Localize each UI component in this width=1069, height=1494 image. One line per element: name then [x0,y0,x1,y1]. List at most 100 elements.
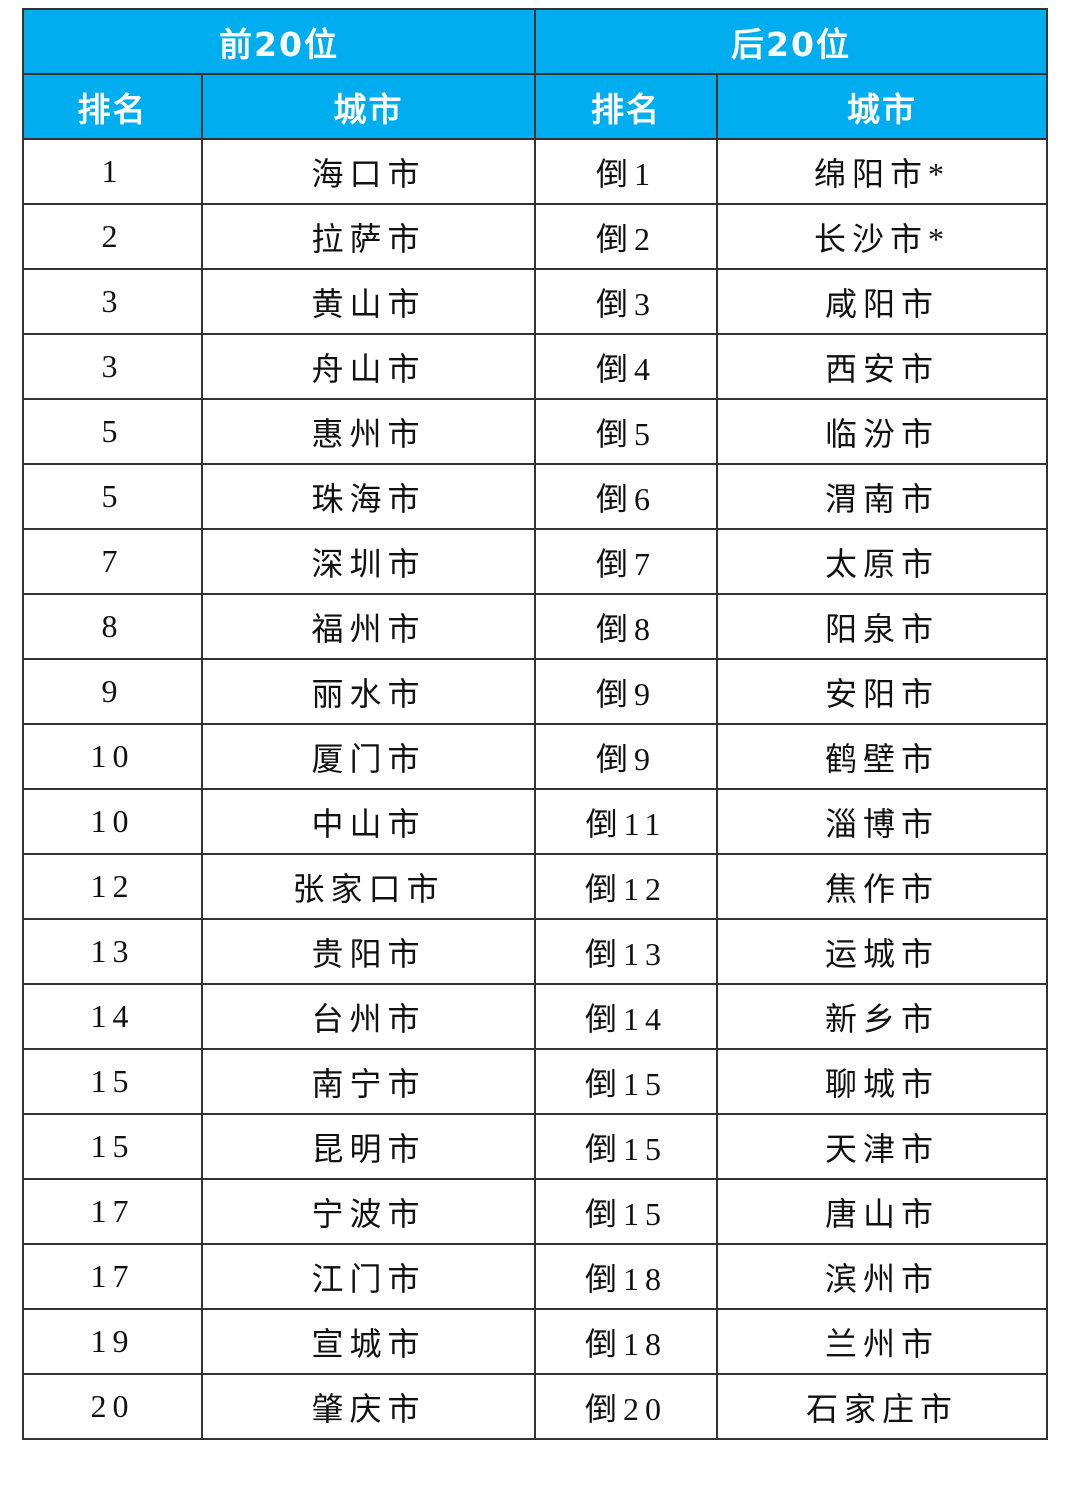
rank-cell: 倒15 [534,1113,718,1180]
rank-cell: 1 [22,138,203,205]
table-row: 5 珠海市 倒6 渭南市 [22,463,1048,530]
column-header: 排名 [534,73,718,140]
rank-cell: 3 [22,333,203,400]
city-cell: 临汾市 [716,398,1048,465]
city-cell: 鹤壁市 [716,723,1048,790]
column-header: 城市 [201,73,536,140]
rank-cell: 13 [22,918,203,985]
city-cell: 绵阳市* [716,138,1048,205]
group-header: 前20位 [22,8,536,75]
table-row: 10 厦门市 倒9 鹤壁市 [22,723,1048,790]
rank-cell: 14 [22,983,203,1050]
rank-cell: 倒4 [534,333,718,400]
table-row: 15 昆明市 倒15 天津市 [22,1113,1048,1180]
table-row: 5 惠州市 倒5 临汾市 [22,398,1048,465]
city-cell: 聊城市 [716,1048,1048,1115]
table-row: 10 中山市 倒11 淄博市 [22,788,1048,855]
city-cell: 安阳市 [716,658,1048,725]
city-cell: 长沙市* [716,203,1048,270]
rank-cell: 5 [22,398,203,465]
city-cell: 石家庄市 [716,1373,1048,1440]
table-row: 14 台州市 倒14 新乡市 [22,983,1048,1050]
table-row: 9 丽水市 倒9 安阳市 [22,658,1048,725]
rank-cell: 7 [22,528,203,595]
rank-cell: 17 [22,1243,203,1310]
city-cell: 海口市 [201,138,536,205]
city-cell: 兰州市 [716,1308,1048,1375]
city-cell: 丽水市 [201,658,536,725]
rank-cell: 8 [22,593,203,660]
ranking-table: 前20位 后20位 排名 城市 排名 城市 1 海口市 倒1 绵阳市* 2 拉萨市 倒2 长沙… [22,8,1048,1440]
table-row: 20 肇庆市 倒20 石家庄市 [22,1373,1048,1440]
city-cell: 深圳市 [201,528,536,595]
city-cell: 珠海市 [201,463,536,530]
city-cell: 中山市 [201,788,536,855]
table-row: 13 贵阳市 倒13 运城市 [22,918,1048,985]
table-row: 12 张家口市 倒12 焦作市 [22,853,1048,920]
rank-cell: 2 [22,203,203,270]
city-cell: 新乡市 [716,983,1048,1050]
table-row: 8 福州市 倒8 阳泉市 [22,593,1048,660]
rank-cell: 倒20 [534,1373,718,1440]
rank-cell: 15 [22,1113,203,1180]
city-cell: 咸阳市 [716,268,1048,335]
rank-cell: 倒14 [534,983,718,1050]
table-row: 17 江门市 倒18 滨州市 [22,1243,1048,1310]
rank-cell: 12 [22,853,203,920]
city-cell: 贵阳市 [201,918,536,985]
city-cell: 太原市 [716,528,1048,595]
rank-cell: 10 [22,723,203,790]
rank-cell: 倒9 [534,658,718,725]
column-header-row: 排名 城市 排名 城市 [22,73,1048,140]
table-row: 3 舟山市 倒4 西安市 [22,333,1048,400]
city-cell: 昆明市 [201,1113,536,1180]
rank-cell: 19 [22,1308,203,1375]
table-row: 17 宁波市 倒15 唐山市 [22,1178,1048,1245]
city-cell: 舟山市 [201,333,536,400]
rank-cell: 倒18 [534,1243,718,1310]
city-cell: 天津市 [716,1113,1048,1180]
table-row: 2 拉萨市 倒2 长沙市* [22,203,1048,270]
rank-cell: 倒15 [534,1048,718,1115]
city-cell: 渭南市 [716,463,1048,530]
city-cell: 宣城市 [201,1308,536,1375]
city-cell: 肇庆市 [201,1373,536,1440]
rank-cell: 倒2 [534,203,718,270]
table-body: 1 海口市 倒1 绵阳市* 2 拉萨市 倒2 长沙市* 3 黄山市 倒3 咸阳市 3 舟山市 倒4 西安市 5 惠… [22,138,1048,1440]
city-cell: 张家口市 [201,853,536,920]
rank-cell: 10 [22,788,203,855]
city-cell: 福州市 [201,593,536,660]
column-header: 城市 [716,73,1048,140]
rank-cell: 倒1 [534,138,718,205]
table-row: 1 海口市 倒1 绵阳市* [22,138,1048,205]
rank-cell: 倒5 [534,398,718,465]
rank-cell: 3 [22,268,203,335]
table-row: 19 宣城市 倒18 兰州市 [22,1308,1048,1375]
table-row: 15 南宁市 倒15 聊城市 [22,1048,1048,1115]
city-cell: 江门市 [201,1243,536,1310]
city-cell: 宁波市 [201,1178,536,1245]
city-cell: 南宁市 [201,1048,536,1115]
city-cell: 滨州市 [716,1243,1048,1310]
rank-cell: 9 [22,658,203,725]
city-cell: 惠州市 [201,398,536,465]
city-cell: 阳泉市 [716,593,1048,660]
rank-cell: 倒6 [534,463,718,530]
city-cell: 唐山市 [716,1178,1048,1245]
group-header: 后20位 [534,8,1048,75]
group-header-row: 前20位 后20位 [22,8,1048,75]
city-cell: 运城市 [716,918,1048,985]
column-header: 排名 [22,73,203,140]
rank-cell: 倒15 [534,1178,718,1245]
rank-cell: 倒18 [534,1308,718,1375]
rank-cell: 15 [22,1048,203,1115]
city-cell: 厦门市 [201,723,536,790]
rank-cell: 倒9 [534,723,718,790]
rank-cell: 倒8 [534,593,718,660]
rank-cell: 倒12 [534,853,718,920]
rank-cell: 倒13 [534,918,718,985]
rank-cell: 20 [22,1373,203,1440]
rank-cell: 17 [22,1178,203,1245]
city-cell: 西安市 [716,333,1048,400]
